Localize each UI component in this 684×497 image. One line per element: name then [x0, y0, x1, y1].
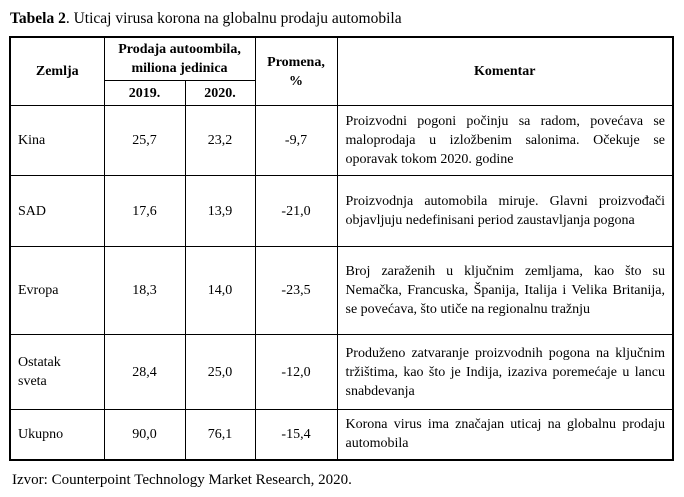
table-row: Kina 25,7 23,2 -9,7 Proizvodni pogoni po…: [9, 105, 674, 176]
header-comment: Komentar: [336, 36, 674, 106]
table-caption: Tabela 2. Uticaj virusa korona na global…: [10, 9, 674, 29]
header-row-1: Zemlja Prodaja autoombila, miliona jedin…: [9, 36, 674, 106]
cell-comment: Proizvodnja automobila miruje. Glavni pr…: [336, 175, 674, 247]
cell-2019: 18,3: [103, 246, 186, 335]
cell-comment: Broj zaraženih u ključnim zemljama, kao …: [336, 246, 674, 335]
header-sales-group: Prodaja autoombila, miliona jedinica: [103, 36, 256, 81]
cell-2019: 17,6: [103, 175, 186, 247]
cell-change: -23,5: [254, 246, 338, 335]
cell-change: -21,0: [254, 175, 338, 247]
cell-change: -9,7: [254, 105, 338, 176]
table-header: Zemlja Prodaja autoombila, miliona jedin…: [9, 36, 674, 106]
table-row: Evropa 18,3 14,0 -23,5 Broj zaraženih u …: [9, 246, 674, 335]
cell-2019: 90,0: [103, 409, 186, 460]
table-row: Ostatak sveta 28,4 25,0 -12,0 Produženo …: [9, 334, 674, 410]
source-note: Izvor: Counterpoint Technology Market Re…: [12, 471, 352, 488]
cell-country: Kina: [9, 105, 105, 176]
cell-change: -12,0: [254, 334, 338, 410]
cell-change: -15,4: [254, 409, 338, 460]
header-row-2: 2019. 2020.: [10, 80, 673, 106]
cell-comment: Korona virus ima značajan uticaj na glob…: [336, 409, 674, 460]
cell-country: Ukupno: [9, 409, 105, 460]
table-row: SAD 17,6 13,9 -21,0 Proizvodnja automobi…: [9, 175, 674, 247]
cell-2020: 14,0: [184, 246, 256, 335]
header-change: Promena, %: [254, 36, 338, 106]
car-sales-table: Zemlja Prodaja autoombila, miliona jedin…: [9, 36, 675, 461]
cell-comment: Proizvodni pogoni počinju sa radom, pove…: [336, 105, 674, 176]
table-body: Kina 25,7 23,2 -9,7 Proizvodni pogoni po…: [9, 105, 674, 460]
cell-country: Ostatak sveta: [9, 334, 105, 410]
header-country: Zemlja: [9, 36, 105, 106]
cell-2020: 23,2: [184, 105, 256, 176]
table-caption-label: Tabela 2: [10, 10, 66, 27]
cell-country: SAD: [9, 175, 105, 247]
header-year-2020: 2020.: [184, 80, 256, 106]
cell-2020: 25,0: [184, 334, 256, 410]
table-row: Ukupno 90,0 76,1 -15,4 Korona virus ima …: [9, 409, 674, 460]
cell-2020: 76,1: [184, 409, 256, 460]
cell-country: Evropa: [9, 246, 105, 335]
cell-2019: 28,4: [103, 334, 186, 410]
document-page: Tabela 2. Uticaj virusa korona na global…: [0, 9, 684, 490]
table-caption-text: . Uticaj virusa korona na globalnu proda…: [65, 10, 402, 27]
cell-2019: 25,7: [103, 105, 186, 176]
cell-comment: Produženo zatvaranje proizvodnih pogona …: [336, 334, 674, 410]
header-year-2019: 2019.: [103, 80, 186, 106]
cell-2020: 13,9: [184, 175, 256, 247]
